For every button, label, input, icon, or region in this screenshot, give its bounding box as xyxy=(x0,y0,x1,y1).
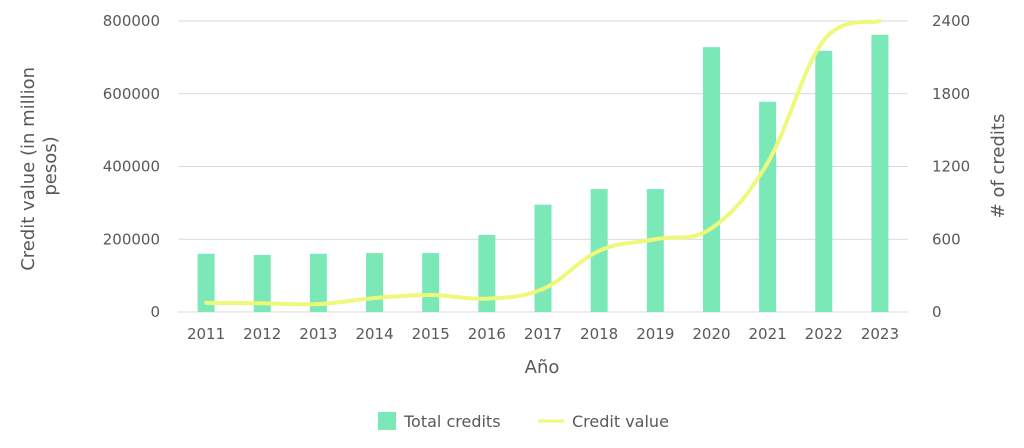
bar-total-credits xyxy=(253,254,271,312)
bar-total-credits xyxy=(871,34,889,312)
bar-total-credits xyxy=(534,204,552,312)
bar-total-credits xyxy=(422,253,440,312)
legend-bar-swatch xyxy=(378,412,396,430)
x-tick-label: 2017 xyxy=(524,325,562,343)
x-tick-label: 2016 xyxy=(468,325,506,343)
bar-total-credits xyxy=(366,253,384,312)
x-tick-label: 2022 xyxy=(805,325,843,343)
y2-tick-label: 0 xyxy=(932,303,942,321)
y2-tick-label: 1800 xyxy=(932,85,970,103)
bar-total-credits xyxy=(197,253,215,312)
x-tick-label: 2012 xyxy=(243,325,281,343)
x-tick-label: 2023 xyxy=(861,325,899,343)
x-axis-title: Año xyxy=(525,357,560,378)
legend-bar-label: Total credits xyxy=(403,412,501,431)
x-tick-label: 2014 xyxy=(355,325,393,343)
y-axis-title-line-1: Credit value (in million xyxy=(18,67,39,271)
bar-series xyxy=(197,34,889,312)
x-tick-label: 2013 xyxy=(299,325,337,343)
y-tick-label: 0 xyxy=(150,303,160,321)
bar-total-credits xyxy=(478,234,496,312)
y-tick-label: 800000 xyxy=(103,12,160,30)
line-series xyxy=(204,19,882,307)
bar-total-credits xyxy=(309,253,327,312)
legend-line-label: Credit value xyxy=(572,412,669,431)
legend: Total credits Credit value xyxy=(378,412,669,431)
y-axis-title: Credit value (in million pesos) xyxy=(18,61,61,271)
y2-tick-label: 1200 xyxy=(932,158,970,176)
bar-total-credits xyxy=(815,50,833,312)
x-tick-label: 2011 xyxy=(187,325,225,343)
y-tick-label: 200000 xyxy=(103,230,160,248)
axis-ticks: 0 0 200000 600 400000 1200 600000 1800 800000 240… xyxy=(103,12,970,343)
x-tick-label: 2021 xyxy=(749,325,787,343)
y-axis-title-line-2: pesos) xyxy=(40,136,61,195)
x-tick-label: 2015 xyxy=(412,325,450,343)
bar-total-credits xyxy=(646,189,664,312)
x-tick-label: 2020 xyxy=(692,325,730,343)
gridlines xyxy=(178,20,908,313)
bar-total-credits xyxy=(702,47,720,312)
bar-total-credits xyxy=(759,101,777,312)
x-tick-label: 2018 xyxy=(580,325,618,343)
svg-text:Credit value (in million: Credit value (in million pesos) xyxy=(18,61,61,271)
y2-axis-title: # of credits xyxy=(988,114,1009,219)
y2-tick-label: 600 xyxy=(932,230,961,248)
line-credit-value xyxy=(204,19,882,307)
y-tick-label: 400000 xyxy=(103,158,160,176)
y-tick-label: 600000 xyxy=(103,85,160,103)
y2-tick-label: 2400 xyxy=(932,12,970,30)
x-tick-label: 2019 xyxy=(636,325,674,343)
